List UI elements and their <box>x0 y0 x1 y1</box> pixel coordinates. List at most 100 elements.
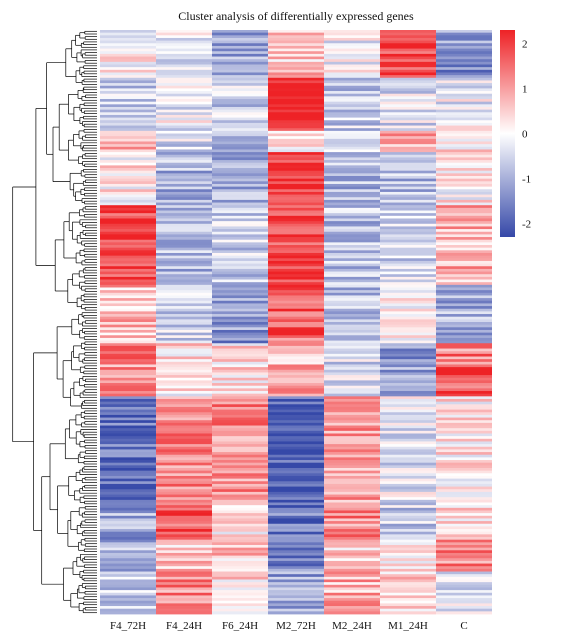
heatmap-cell <box>268 61 324 65</box>
heatmap-cell <box>156 223 212 227</box>
heatmap-cell <box>268 571 324 575</box>
heatmap-cell <box>436 369 492 373</box>
heatmap-cell <box>100 207 156 211</box>
heatmap-cell <box>212 287 268 291</box>
heatmap-cell <box>100 489 156 493</box>
heatmap-cell <box>324 385 380 389</box>
heatmap-cell <box>380 436 436 440</box>
heatmap-cell <box>268 332 324 336</box>
heatmap-cell <box>380 486 436 490</box>
heatmap-cell <box>436 53 492 57</box>
heatmap-cell <box>156 59 212 63</box>
heatmap-cell <box>268 537 324 541</box>
heatmap-cell <box>100 483 156 487</box>
heatmap-cell <box>100 112 156 116</box>
heatmap-cell <box>212 282 268 286</box>
heatmap-cell <box>100 122 156 126</box>
heatmap-cell <box>100 531 156 535</box>
heatmap-cell <box>268 67 324 71</box>
heatmap-cell <box>268 600 324 604</box>
heatmap-cell <box>212 587 268 591</box>
heatmap-cell <box>436 436 492 440</box>
heatmap-cell <box>156 515 212 519</box>
heatmap-cell <box>380 223 436 227</box>
heatmap-cell <box>380 359 436 363</box>
heatmap-cell <box>156 510 212 514</box>
heatmap-cell <box>268 125 324 129</box>
heatmap-cell <box>100 537 156 541</box>
heatmap-cell <box>380 544 436 549</box>
heatmap-cell <box>436 507 492 511</box>
heatmap-cell <box>380 308 436 312</box>
heatmap-cell <box>268 449 324 453</box>
heatmap-cell <box>436 295 492 299</box>
heatmap-cell <box>156 226 212 230</box>
heatmap-cell <box>268 409 324 413</box>
heatmap-cell <box>436 353 492 357</box>
heatmap-cell <box>324 425 380 429</box>
heatmap-cell <box>100 154 156 158</box>
heatmap-cell <box>380 91 436 95</box>
heatmap-cell <box>380 138 436 142</box>
heatmap-cell <box>324 454 380 458</box>
heatmap-cell <box>100 292 156 296</box>
heatmap-cell <box>436 112 492 116</box>
heatmap-cell <box>268 191 324 195</box>
heatmap-cell <box>324 197 380 201</box>
heatmap-cell <box>156 507 212 511</box>
heatmap-cell <box>436 194 492 198</box>
heatmap-cell <box>156 144 212 148</box>
heatmap-cell <box>156 375 212 379</box>
heatmap-cell <box>156 75 212 79</box>
heatmap-cell <box>100 518 156 522</box>
heatmap-cell <box>268 345 324 349</box>
heatmap-cell <box>380 422 436 426</box>
heatmap-cell <box>100 428 156 432</box>
heatmap-cell <box>268 523 324 527</box>
heatmap-cell <box>436 343 492 347</box>
heatmap-cell <box>324 436 380 440</box>
heatmap-cell <box>100 298 156 302</box>
heatmap-cell <box>100 96 156 100</box>
heatmap-cell <box>156 292 212 296</box>
heatmap-cell <box>268 45 324 49</box>
heatmap-cell <box>268 30 324 34</box>
heatmap-cell <box>380 481 436 485</box>
heatmap-cell <box>380 191 436 195</box>
heatmap-cell <box>156 372 212 376</box>
heatmap-cell <box>436 560 492 564</box>
heatmap-cell <box>100 497 156 501</box>
heatmap-cell <box>380 582 436 586</box>
heatmap-cell <box>324 576 380 580</box>
heatmap-cell <box>268 348 324 352</box>
heatmap-cell <box>436 183 492 188</box>
heatmap-cell <box>380 579 436 583</box>
heatmap-cell <box>436 146 492 150</box>
heatmap-cell <box>100 290 156 294</box>
heatmap-cell <box>436 245 492 249</box>
heatmap-cell <box>212 279 268 283</box>
heatmap-cell <box>268 234 324 238</box>
heatmap-cell <box>156 279 212 283</box>
heatmap-cell <box>268 515 324 519</box>
heatmap-cell <box>324 316 380 320</box>
heatmap-cell <box>100 600 156 604</box>
heatmap-cell <box>324 229 380 233</box>
heatmap-cell <box>436 574 492 578</box>
heatmap-cell <box>100 271 156 275</box>
heatmap-cell <box>268 59 324 63</box>
heatmap-cell <box>436 88 492 92</box>
heatmap-cell <box>380 130 436 134</box>
heatmap-cell <box>212 409 268 413</box>
heatmap-cell <box>380 306 436 310</box>
heatmap-cell <box>212 529 268 533</box>
heatmap-cell <box>436 252 492 257</box>
heatmap-cell <box>268 101 324 105</box>
heatmap-cell <box>212 255 268 259</box>
heatmap-cell <box>212 359 268 363</box>
heatmap-cell <box>380 531 436 535</box>
heatmap-cell <box>268 40 324 44</box>
heatmap-cell <box>436 460 492 464</box>
heatmap-cell <box>324 298 380 302</box>
heatmap-cell <box>156 526 212 530</box>
